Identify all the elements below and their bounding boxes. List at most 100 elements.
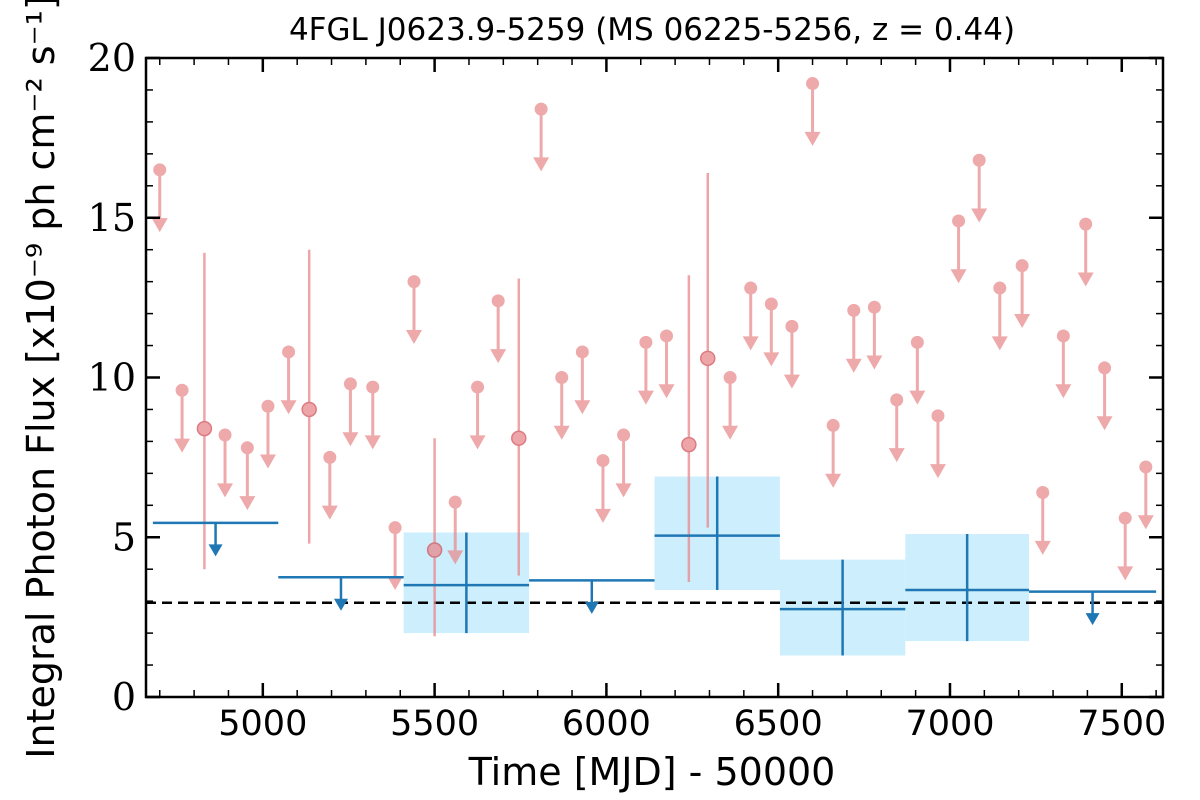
short-bin-upper-limit (1055, 329, 1072, 399)
short-bin-upper-limit (1137, 460, 1154, 530)
short-bin-upper-limit (594, 454, 611, 523)
long-bin-detection (779, 559, 906, 656)
short-bin-upper-limit (533, 102, 550, 172)
upper-limit-arrowhead (533, 157, 550, 172)
long-bin-upper-limit (278, 575, 404, 611)
short-bin-upper-limit (658, 329, 675, 399)
upper-limit-marker (218, 428, 232, 442)
short-bin-upper-limit (217, 428, 234, 498)
short-bin-upper-limit (971, 153, 988, 223)
short-bin-upper-limit (722, 371, 739, 440)
y-tick-label: 20 (88, 36, 136, 80)
axes-layer: 5000 5500 6000 6500 7000 7500 0 5 10 15 20 (88, 36, 1167, 744)
upper-limit-arrowhead (1137, 515, 1154, 530)
upper-limit-arrowhead (1077, 272, 1094, 287)
upper-limit-arrowhead (825, 473, 842, 488)
upper-limit-marker (660, 329, 674, 343)
short-bin-upper-limit (1096, 361, 1113, 431)
short-bin-upper-limit (888, 393, 905, 463)
detection-marker (700, 350, 716, 367)
upper-limit-marker (952, 214, 966, 228)
upper-limit-arrowhead (909, 390, 926, 405)
x-tick-label: 6500 (734, 704, 823, 744)
upper-limit-marker (1098, 361, 1112, 375)
y-tick-label: 5 (112, 515, 136, 559)
upper-limit-marker (993, 281, 1007, 295)
short-bin-upper-limit (574, 345, 591, 415)
upper-limit-marker (323, 450, 337, 464)
upper-limit-marker (388, 521, 402, 535)
upper-limit-arrowhead (866, 355, 883, 370)
detection-marker (196, 420, 213, 437)
short-bin-upper-limit (1014, 259, 1031, 328)
short-bin-upper-limit (845, 303, 862, 373)
long-bin-detection (403, 532, 530, 634)
upper-limit-arrowhead (405, 329, 422, 344)
upper-limit-marker (826, 418, 840, 432)
upper-limit-marker (890, 393, 904, 407)
short-bin-upper-limit (1077, 217, 1094, 287)
x-tick-label: 5000 (218, 704, 307, 744)
y-tick-label: 10 (88, 356, 136, 400)
short-bin-upper-limit (490, 294, 507, 364)
upper-limit-marker (240, 441, 254, 455)
short-bin-upper-limit (553, 371, 570, 440)
upper-limit-arrowhead (151, 218, 168, 233)
upper-limit-marker (282, 345, 296, 359)
upper-limit-arrowhead (950, 269, 967, 284)
upper-limit-marker (1015, 259, 1029, 273)
upper-limit-marker (575, 345, 589, 359)
short-bin-detection (681, 275, 697, 582)
short-bin-detection (426, 438, 443, 637)
upper-limit-marker (534, 102, 548, 116)
upper-limit-arrowhead (722, 425, 739, 440)
detection-marker (301, 401, 317, 418)
short-bin-upper-limit (804, 77, 821, 146)
upper-limit-arrowhead (1034, 540, 1051, 555)
detection-marker (426, 542, 443, 558)
long-bin-detection (654, 476, 780, 590)
long-bin-limit-arrowhead (333, 598, 348, 611)
upper-limit-marker (491, 294, 505, 308)
upper-limit-arrowhead (259, 454, 276, 469)
short-bin-upper-limit (239, 441, 256, 511)
x-axis-label: Time [MJD] - 50000 (468, 750, 836, 794)
short-bin-upper-limit (1034, 486, 1051, 555)
short-bin-upper-limit (1117, 511, 1134, 581)
upper-limit-marker (931, 409, 945, 423)
short-bin-upper-limit (447, 495, 464, 565)
upper-limit-arrowhead (971, 208, 988, 223)
upper-limit-arrowhead (217, 483, 234, 498)
upper-limit-marker (1079, 217, 1093, 231)
short-bin-detection (196, 252, 213, 570)
y-tick-label: 0 (112, 675, 136, 719)
short-bin-upper-limit (763, 297, 780, 367)
y-tick-label: 15 (88, 196, 136, 240)
upper-limit-arrowhead (1014, 313, 1031, 328)
upper-limit-arrowhead (888, 448, 905, 463)
long-bin-upper-limit (529, 579, 655, 614)
upper-limit-arrowhead (387, 575, 404, 590)
short-bin-upper-limit (742, 281, 759, 351)
short-bin-upper-limit (866, 300, 883, 370)
upper-limit-marker (555, 371, 569, 384)
upper-limit-marker (175, 383, 189, 397)
upper-limit-arrowhead (1055, 384, 1072, 399)
short-bin-upper-limit (364, 380, 381, 450)
short-bin-upper-limit (615, 428, 632, 498)
x-tick-label: 6000 (562, 704, 651, 744)
upper-limit-arrowhead (804, 131, 821, 146)
upper-limit-arrowhead (637, 390, 654, 405)
upper-limit-arrowhead (1117, 566, 1134, 581)
long-bin-detection (905, 534, 1030, 642)
upper-limit-marker (366, 380, 380, 394)
short-bin-upper-limit (825, 418, 842, 488)
long-bin-upper-limit (1029, 590, 1157, 626)
upper-limit-arrowhead (658, 384, 675, 399)
upper-limit-marker (596, 454, 610, 468)
upper-limit-marker (343, 377, 357, 391)
short-bin-upper-limit (321, 450, 338, 520)
x-tick-label: 7000 (905, 704, 994, 744)
short-bin-upper-limit (280, 345, 297, 415)
